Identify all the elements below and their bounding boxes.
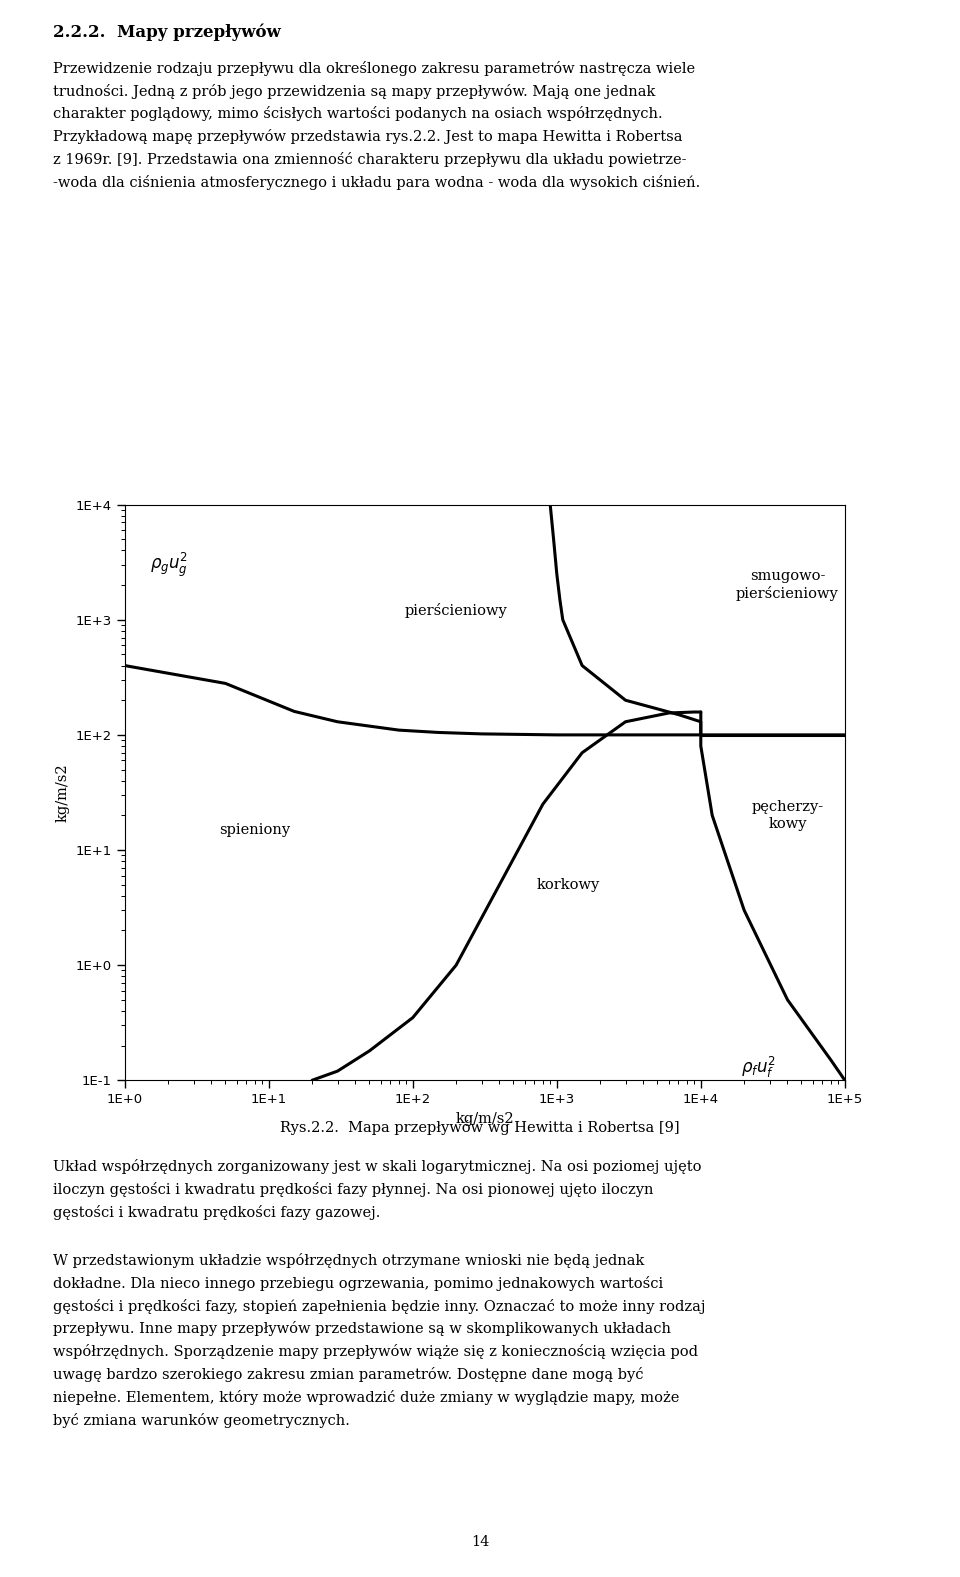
Text: smugowo-
pierścieniowy: smugowo- pierścieniowy — [736, 569, 839, 601]
Text: współrzędnych. Sporządzenie mapy przepływów wiąże się z koniecznością wzięcia po: współrzędnych. Sporządzenie mapy przepły… — [53, 1345, 698, 1359]
Text: -woda dla ciśnienia atmosferycznego i układu para wodna - woda dla wysokich ciśn: -woda dla ciśnienia atmosferycznego i uk… — [53, 175, 700, 191]
Text: korkowy: korkowy — [537, 878, 600, 891]
Text: Przewidzenie rodzaju przepływu dla określonego zakresu parametrów nastręcza wiel: Przewidzenie rodzaju przepływu dla okreś… — [53, 60, 695, 76]
Text: 2.2.2.  Mapy przepływów: 2.2.2. Mapy przepływów — [53, 24, 280, 41]
Text: być zmiana warunków geometrycznych.: być zmiana warunków geometrycznych. — [53, 1413, 349, 1429]
Y-axis label: kg/m/s2: kg/m/s2 — [56, 763, 70, 822]
Text: $\rho_f u_f^2$: $\rho_f u_f^2$ — [741, 1055, 776, 1080]
Text: Przykładową mapę przepływów przedstawia rys.2.2. Jest to mapa Hewitta i Robertsa: Przykładową mapę przepływów przedstawia … — [53, 129, 683, 145]
Text: charakter poglądowy, mimo ścisłych wartości podanych na osiach współrzędnych.: charakter poglądowy, mimo ścisłych warto… — [53, 107, 662, 121]
Text: $\rho_g u_g^2$: $\rho_g u_g^2$ — [150, 550, 188, 579]
Text: iloczyn gęstości i kwadratu prędkości fazy płynnej. Na osi pionowej ujęto iloczy: iloczyn gęstości i kwadratu prędkości fa… — [53, 1183, 654, 1197]
Text: dokładne. Dla nieco innego przebiegu ogrzewania, pomimo jednakowych wartości: dokładne. Dla nieco innego przebiegu ogr… — [53, 1276, 663, 1290]
Text: trudności. Jedną z prób jego przewidzenia są mapy przepływów. Mają one jednak: trudności. Jedną z prób jego przewidzeni… — [53, 84, 655, 98]
Text: gęstości i kwadratu prędkości fazy gazowej.: gęstości i kwadratu prędkości fazy gazow… — [53, 1205, 380, 1221]
Text: gęstości i prędkości fazy, stopień zapełnienia będzie inny. Oznaczać to może inn: gęstości i prędkości fazy, stopień zapeł… — [53, 1298, 706, 1314]
Text: pierścieniowy: pierścieniowy — [405, 602, 508, 618]
Text: W przedstawionym układzie współrzędnych otrzymane wnioski nie będą jednak: W przedstawionym układzie współrzędnych … — [53, 1252, 644, 1268]
Text: pęcherzy-
kowy: pęcherzy- kowy — [752, 800, 824, 831]
Text: 14: 14 — [470, 1534, 490, 1549]
X-axis label: kg/m/s2: kg/m/s2 — [455, 1112, 515, 1126]
Text: przepływu. Inne mapy przepływów przedstawione są w skomplikowanych układach: przepływu. Inne mapy przepływów przedsta… — [53, 1322, 671, 1336]
Text: niepełne. Elementem, który może wprowadzić duże zmiany w wyglądzie mapy, może: niepełne. Elementem, który może wprowadz… — [53, 1391, 679, 1405]
Text: z 1969r. [9]. Przedstawia ona zmienność charakteru przepływu dla układu powietrz: z 1969r. [9]. Przedstawia ona zmienność … — [53, 153, 686, 167]
Text: Rys.2.2.  Mapa przepływów wg Hewitta i Robertsa [9]: Rys.2.2. Mapa przepływów wg Hewitta i Ro… — [280, 1120, 680, 1135]
Text: Układ współrzędnych zorganizowany jest w skali logarytmicznej. Na osi poziomej u: Układ współrzędnych zorganizowany jest w… — [53, 1159, 702, 1175]
Text: spieniony: spieniony — [219, 823, 291, 837]
Text: uwagę bardzo szerokiego zakresu zmian parametrów. Dostępne dane mogą być: uwagę bardzo szerokiego zakresu zmian pa… — [53, 1367, 643, 1383]
